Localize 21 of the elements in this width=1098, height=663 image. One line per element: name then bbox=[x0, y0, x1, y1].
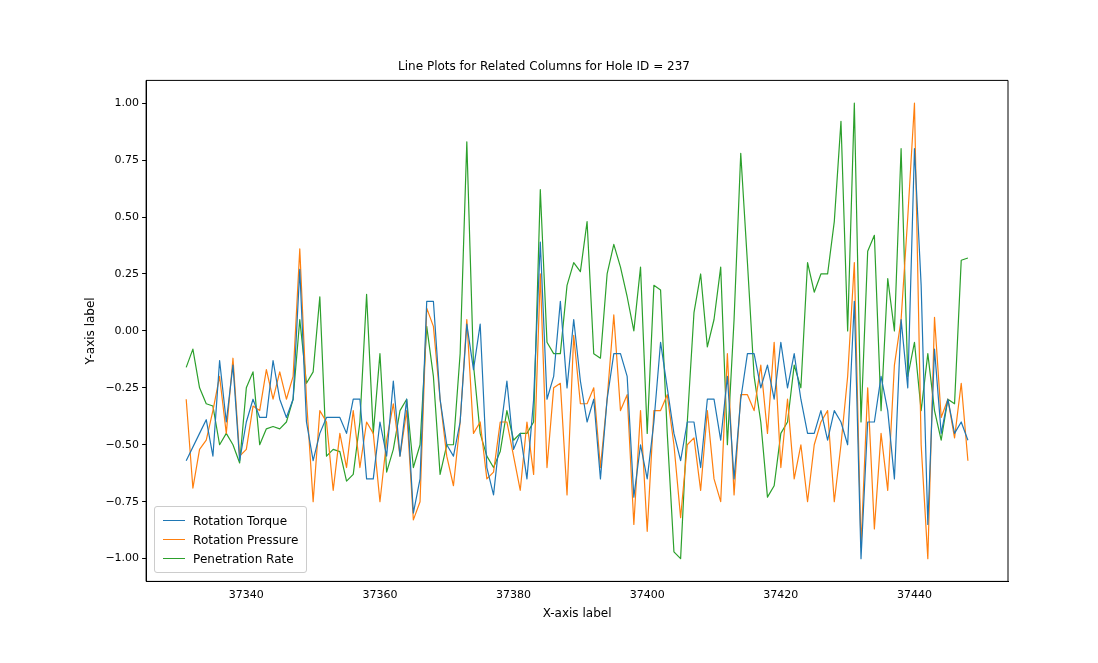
legend-label: Penetration Rate bbox=[193, 551, 294, 566]
x-tick-label: 37380 bbox=[496, 587, 532, 601]
x-tick-label: 37400 bbox=[629, 587, 665, 601]
x-axis-title: X-axis label bbox=[542, 605, 612, 620]
y-tick-label: −1.00 bbox=[105, 551, 140, 565]
x-tick-label: 37360 bbox=[362, 587, 398, 601]
y-tick-label: −0.25 bbox=[105, 380, 140, 394]
y-tick-label: −0.75 bbox=[105, 494, 140, 508]
y-tick-label: 0.50 bbox=[114, 209, 140, 223]
y-tick-label: 0.25 bbox=[114, 266, 140, 280]
chart-title: Line Plots for Related Columns for Hole ID = 237 bbox=[398, 59, 690, 74]
legend-label: Rotation Torque bbox=[193, 513, 288, 528]
y-axis-title: Y-axis label bbox=[83, 297, 98, 366]
x-tick-label: 37440 bbox=[896, 587, 932, 601]
y-tick-label: 0.00 bbox=[114, 323, 140, 337]
x-tick-label: 37420 bbox=[763, 587, 799, 601]
y-tick-label: 0.75 bbox=[114, 152, 140, 166]
y-tick-label: 1.00 bbox=[114, 96, 140, 110]
x-tick-label: 37340 bbox=[228, 587, 264, 601]
y-tick-label: −0.50 bbox=[105, 437, 140, 451]
legend-label: Rotation Pressure bbox=[193, 532, 299, 547]
